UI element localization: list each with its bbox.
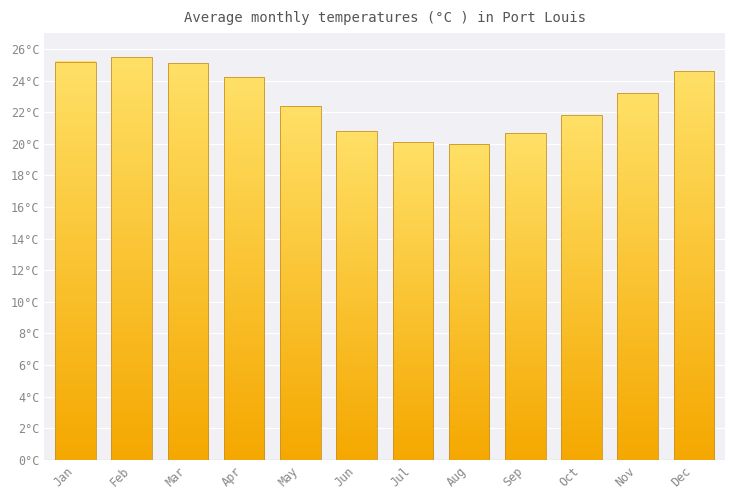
Bar xyxy=(392,142,433,460)
Bar xyxy=(111,57,152,460)
Bar xyxy=(336,131,377,460)
Bar xyxy=(673,71,714,460)
Bar xyxy=(168,63,208,460)
Bar xyxy=(562,116,602,460)
Bar xyxy=(224,78,264,460)
Bar xyxy=(55,62,96,460)
Bar xyxy=(280,106,321,460)
Title: Average monthly temperatures (°C ) in Port Louis: Average monthly temperatures (°C ) in Po… xyxy=(184,11,586,25)
Bar xyxy=(618,93,658,460)
Bar xyxy=(505,132,545,460)
Bar xyxy=(449,144,489,460)
